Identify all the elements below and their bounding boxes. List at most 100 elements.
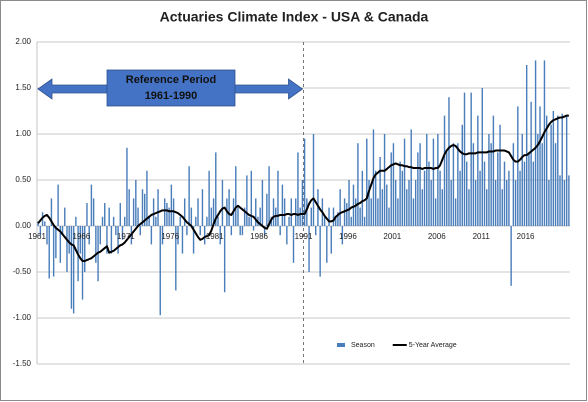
bar: [148, 216, 150, 226]
bar: [104, 203, 106, 226]
bar: [52, 226, 55, 277]
reference-box: [106, 69, 236, 107]
bar: [543, 60, 546, 227]
bar: [312, 134, 315, 226]
bar: [57, 184, 59, 226]
bar: [292, 226, 295, 263]
bar: [112, 216, 115, 226]
bar: [328, 207, 330, 226]
bar: [350, 216, 352, 226]
bar: [412, 198, 415, 226]
bar: [315, 226, 317, 236]
bar: [44, 221, 46, 226]
bar: [354, 198, 357, 226]
bar: [419, 143, 421, 226]
bar: [434, 198, 437, 226]
x-tick-label: 1976: [161, 232, 179, 241]
bar: [443, 115, 446, 226]
bar: [463, 92, 466, 226]
bar: [192, 226, 195, 254]
bar: [348, 180, 350, 226]
bar: [68, 226, 70, 254]
bar: [212, 198, 215, 226]
bar: [552, 111, 555, 226]
bar: [363, 216, 366, 226]
bar: [48, 226, 50, 279]
bar: [381, 189, 384, 226]
bar: [92, 198, 95, 226]
bar: [472, 143, 475, 226]
bar: [334, 216, 337, 226]
bar: [203, 226, 206, 245]
bar: [448, 97, 450, 226]
bar: [521, 134, 523, 226]
bar: [534, 60, 537, 227]
bar: [394, 180, 397, 226]
bar: [190, 207, 193, 226]
bar: [215, 152, 217, 226]
bar: [379, 157, 381, 226]
bar: [117, 226, 119, 254]
bar: [39, 226, 42, 236]
bar: [366, 138, 368, 226]
bar: [503, 161, 506, 226]
bar: [539, 106, 541, 226]
bar: [86, 203, 88, 226]
bar: [359, 207, 361, 226]
bar: [437, 134, 439, 226]
bar: [310, 207, 312, 226]
bar: [508, 170, 510, 226]
bar: [565, 115, 568, 226]
bar: [55, 226, 57, 259]
bar: [84, 226, 86, 272]
bar: [159, 226, 161, 316]
bar: [501, 189, 503, 226]
bar: [490, 143, 492, 226]
bar: [374, 170, 377, 226]
bar: [417, 152, 419, 226]
bar: [75, 216, 77, 226]
bar: [370, 198, 372, 226]
bar: [221, 180, 224, 226]
bar: [59, 226, 62, 263]
bar: [308, 226, 310, 272]
bar: [523, 161, 526, 226]
bar: [195, 216, 197, 226]
bar: [239, 226, 241, 236]
bar: [408, 180, 410, 226]
y-tick-label: 2.00: [15, 37, 31, 46]
bar: [155, 216, 157, 226]
bar: [163, 198, 166, 226]
bar: [357, 143, 359, 226]
bar: [470, 92, 472, 226]
bar: [150, 226, 153, 245]
bar: [95, 226, 97, 263]
bar: [410, 129, 412, 226]
bar: [306, 198, 308, 226]
bar: [530, 101, 532, 226]
bar: [223, 226, 226, 293]
bar: [337, 212, 339, 226]
bar: [401, 170, 404, 226]
bar: [152, 198, 155, 226]
bar: [252, 226, 255, 231]
bar: [197, 198, 199, 226]
bar: [403, 138, 406, 226]
bar: [299, 207, 301, 226]
bar: [494, 180, 497, 226]
bar: [277, 170, 279, 226]
bar: [332, 207, 335, 226]
bar: [128, 189, 130, 226]
bar: [474, 180, 477, 226]
bar: [323, 216, 326, 226]
bar: [439, 170, 441, 226]
legend-swatch: [337, 343, 345, 347]
y-tick-label: -1.00: [13, 313, 32, 322]
bar: [241, 226, 244, 236]
x-tick-label: 1986: [250, 232, 268, 241]
y-tick-label: -1.50: [13, 359, 32, 368]
bar: [326, 226, 328, 263]
bar: [157, 189, 159, 226]
bar: [483, 161, 486, 226]
bar: [423, 170, 426, 226]
